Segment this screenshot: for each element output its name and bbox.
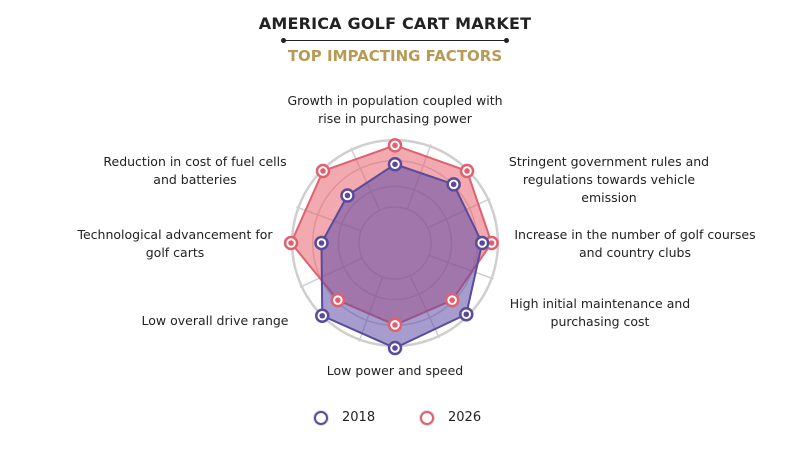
axis-label-line: Low power and speed [326, 363, 464, 378]
legend-marker-2018-icon [314, 410, 328, 425]
data-point-center-2026 [464, 168, 470, 174]
axis-label-line: purchasing cost [550, 314, 650, 329]
data-point-center-2026 [392, 322, 398, 328]
data-point-center-2018 [318, 240, 325, 246]
axis-label-power-speed: Low power and speed [295, 362, 495, 380]
axis-label-population: Growth in population coupled with rise in… [280, 92, 510, 128]
axis-label-maintenance-cost: High initial maintenance and purchasing c… [500, 295, 700, 331]
data-point-center-2026 [335, 297, 341, 303]
chart-subtitle: TOP IMPACTING FACTORS [287, 47, 503, 65]
axis-label-line: Growth in population coupled with [287, 93, 503, 108]
title-divider [281, 38, 509, 43]
axis-label-line: Increase in the number of golf courses [514, 227, 756, 242]
data-point-center-2018 [319, 312, 326, 319]
axis-label-drive-range: Low overall drive range [120, 312, 310, 330]
axis-label-golf-courses: Increase in the number of golf courses an… [510, 226, 760, 262]
axis-label-line: Technological advancement for [77, 227, 273, 242]
legend-item-2026[interactable]: 2026 [420, 410, 481, 425]
axis-label-line: Reduction in cost of fuel cells [103, 154, 287, 169]
data-point-center-2018 [479, 240, 485, 246]
axis-label-line: and country clubs [579, 245, 691, 260]
data-point-center-2018 [344, 192, 351, 199]
legend-item-2018[interactable]: 2018 [314, 410, 375, 425]
data-point-center-2026 [488, 240, 495, 246]
data-point-center-2026 [392, 142, 398, 149]
axis-label-tech-advancement: Technological advancement for golf carts [70, 226, 280, 262]
axis-label-line: and batteries [153, 172, 237, 187]
axis-label-line: Stringent government rules and [508, 154, 710, 169]
chart-title: AMERICA GOLF CART MARKET [258, 14, 532, 33]
axis-label-line: High initial maintenance and [509, 296, 691, 311]
axis-label-line: regulations towards vehicle emission [522, 172, 696, 205]
axis-label-line: Low overall drive range [141, 313, 289, 328]
axis-label-regulations: Stringent government rules and regulation… [494, 153, 724, 207]
axis-label-line: golf carts [145, 245, 205, 260]
legend-marker-2026-icon [420, 410, 434, 425]
data-point-center-2018 [450, 181, 457, 188]
data-point-center-2026 [320, 168, 326, 174]
data-point-center-2018 [392, 345, 398, 351]
legend-label-2026: 2026 [448, 410, 482, 425]
legend-label-2018: 2018 [342, 410, 376, 425]
axis-label-fuel-cells: Reduction in cost of fuel cells and batte… [95, 153, 295, 189]
data-point-center-2018 [392, 161, 398, 168]
axis-label-line: rise in purchasing power [318, 111, 472, 126]
data-point-center-2026 [288, 240, 294, 246]
data-point-center-2018 [463, 311, 470, 318]
data-point-center-2026 [449, 297, 455, 303]
